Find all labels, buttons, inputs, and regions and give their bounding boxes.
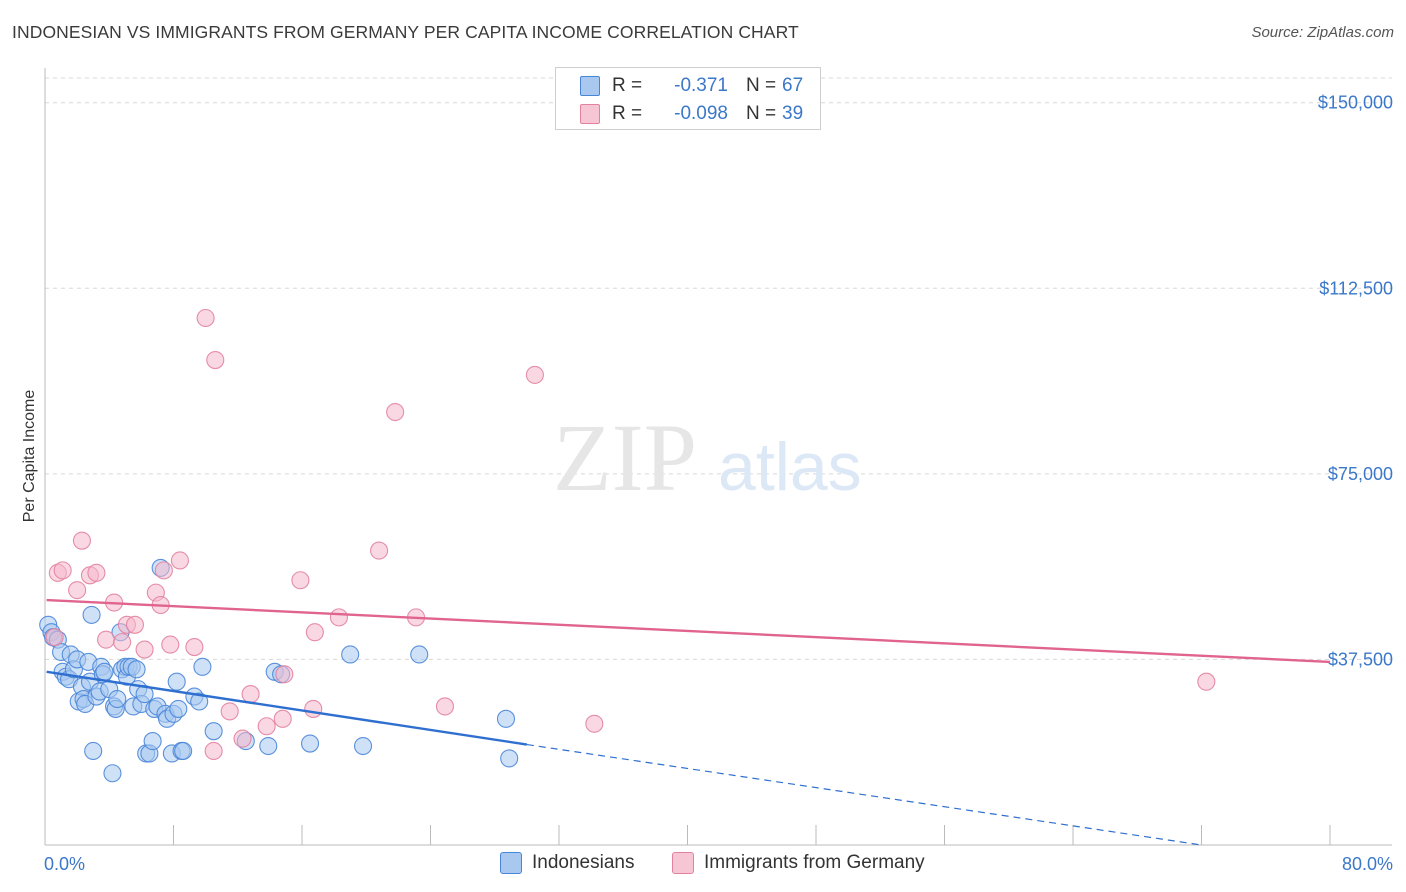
x-tick-label: 80.0% xyxy=(1342,854,1393,874)
germany-point xyxy=(170,551,189,570)
grid-layer xyxy=(45,77,1392,660)
germany-point xyxy=(329,608,348,627)
y-tick-label: $112,500 xyxy=(1319,278,1393,298)
legend-r-label: R = xyxy=(612,103,643,124)
indonesians-point xyxy=(500,749,519,768)
indonesians-point xyxy=(127,660,146,679)
indonesians-point xyxy=(108,689,127,709)
legend-r-label: R = xyxy=(612,75,643,96)
legend-item-indonesians[interactable]: Indonesians xyxy=(500,852,634,874)
germany-point xyxy=(291,571,310,590)
indonesians-point xyxy=(193,657,212,676)
y-axis-label: Per Capita Income xyxy=(21,390,38,523)
indonesians-point xyxy=(300,734,320,753)
germany-point xyxy=(275,665,294,684)
x-tick-label: 0.0% xyxy=(44,854,85,874)
germany-point xyxy=(161,635,180,654)
trend-layer xyxy=(46,598,1331,846)
germany-point xyxy=(370,541,389,560)
germany-point xyxy=(204,741,223,761)
chart-source: Source: ZipAtlas.com xyxy=(1251,24,1394,41)
legend-swatch-pink xyxy=(580,104,600,124)
indonesians-point xyxy=(167,672,186,691)
indonesians-point xyxy=(190,692,209,711)
germany-point xyxy=(53,561,72,580)
germany-point xyxy=(386,402,405,422)
germany-point xyxy=(304,699,323,718)
y-tick-label: $150,000 xyxy=(1318,93,1393,113)
germany-point xyxy=(525,365,544,384)
germany-point xyxy=(87,563,106,582)
legend-n-value: 39 xyxy=(782,103,804,124)
series-legend: Indonesians Immigrants from Germany xyxy=(0,852,1406,878)
germany-point xyxy=(113,633,132,652)
indonesians-point xyxy=(410,645,429,664)
legend-n-value: 67 xyxy=(782,75,804,96)
indonesians-trend-line xyxy=(46,670,528,746)
germany-point xyxy=(196,308,215,328)
germany-point xyxy=(185,638,204,657)
legend-item-label: Immigrants from Germany xyxy=(704,852,925,873)
indonesians-point xyxy=(103,764,122,783)
germany-point xyxy=(72,531,91,550)
indonesians-point xyxy=(143,732,162,751)
indonesians-point xyxy=(259,736,278,756)
germany-point xyxy=(585,714,604,733)
legend-item-label: Indonesians xyxy=(532,852,635,873)
y-tick-label: $75,000 xyxy=(1328,464,1393,484)
indonesians-point xyxy=(204,722,223,741)
germany-point xyxy=(125,615,144,634)
germany-point xyxy=(220,702,239,721)
y-tick-label: $37,500 xyxy=(1328,649,1393,669)
germany-point xyxy=(241,685,260,704)
indonesians-trend-extension xyxy=(526,743,1202,846)
indonesians-point xyxy=(341,645,360,664)
indonesians-point xyxy=(169,699,188,718)
germany-point xyxy=(305,623,324,642)
legend-swatch-blue xyxy=(580,76,600,96)
watermark-atlas: atlas xyxy=(718,429,862,505)
legend-r-value: -0.098 xyxy=(674,103,728,124)
germany-point xyxy=(233,729,252,748)
indonesians-point xyxy=(174,741,193,761)
germany-point xyxy=(68,581,87,600)
legend-swatch-blue xyxy=(500,852,522,874)
germany-point xyxy=(435,697,455,716)
indonesians-point xyxy=(95,662,114,681)
germany-trend-line xyxy=(46,598,1331,664)
legend-row-germany: R = -0.098 N = 39 xyxy=(580,102,803,126)
indonesians-point xyxy=(84,741,103,761)
axis-layer: $37,500 $75,000 $112,500 $150,000 0.0% 80.0% xyxy=(44,68,1393,874)
germany-point xyxy=(135,640,154,659)
germany-point xyxy=(1197,672,1216,691)
legend-item-germany[interactable]: Immigrants from Germany xyxy=(672,852,925,874)
chart-title: INDONESIAN VS IMMIGRANTS FROM GERMANY PE… xyxy=(12,22,799,42)
indonesians-point xyxy=(353,736,373,756)
germany-point xyxy=(273,709,292,728)
legend-swatch-pink xyxy=(672,852,694,874)
legend-n-label: N = xyxy=(746,103,777,124)
legend-r-value: -0.371 xyxy=(674,75,728,96)
germany-point xyxy=(257,717,276,736)
germany-point xyxy=(45,628,64,647)
points-layer xyxy=(39,308,1216,783)
legend-n-label: N = xyxy=(746,75,777,96)
correlation-legend: R = -0.371 N = 67 R = -0.098 N = 39 xyxy=(555,67,821,130)
germany-point xyxy=(96,630,116,649)
indonesians-point xyxy=(82,605,101,624)
germany-point xyxy=(154,561,173,580)
watermark-zip: ZIP xyxy=(553,404,697,511)
germany-point xyxy=(206,351,225,370)
legend-row-indonesians: R = -0.371 N = 67 xyxy=(580,74,803,98)
indonesians-point xyxy=(496,709,516,728)
